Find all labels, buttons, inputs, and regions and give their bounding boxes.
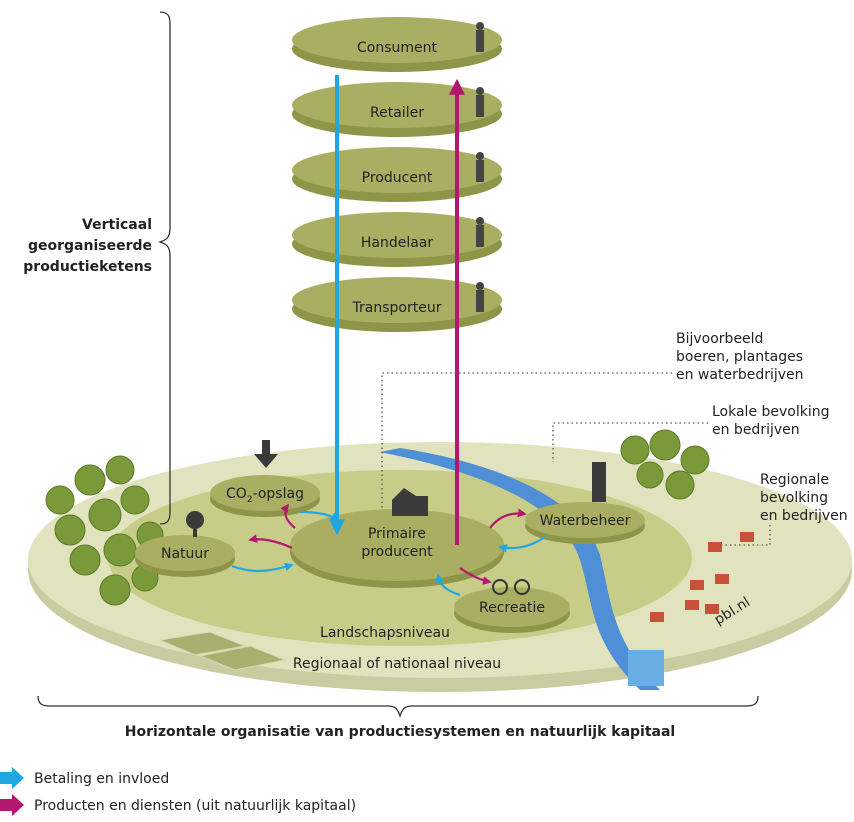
- vertical-label: Verticaal georganiseerde productieketens: [23, 217, 152, 275]
- person-icon: [476, 225, 484, 247]
- legend-arrow: [0, 794, 24, 816]
- river-drop: [628, 650, 664, 686]
- level-label: Transporteur: [352, 300, 442, 316]
- line: productieketens: [23, 259, 152, 275]
- line: en bedrijven: [712, 422, 800, 438]
- line: Lokale bevolking: [712, 404, 830, 420]
- node-label: Waterbeheer: [540, 513, 631, 529]
- level-label: Consument: [357, 40, 438, 56]
- person-icon: [476, 87, 484, 95]
- node-label: Recreatie: [479, 600, 545, 616]
- node-label: Natuur: [161, 546, 209, 562]
- legend-arrow: [0, 767, 24, 789]
- annotation: Lokale bevolking en bedrijven: [712, 404, 830, 438]
- person-icon: [476, 22, 484, 30]
- person-icon: [476, 282, 484, 290]
- page: Consument Retailer Producent Handelaar Trans…: [0, 0, 854, 822]
- level-label: Producent: [362, 170, 433, 186]
- level-label: Handelaar: [361, 235, 434, 251]
- annotation: Regionale bevolking en bedrijven: [760, 472, 848, 524]
- label-line: Primaire: [368, 526, 426, 542]
- line: georganiseerde: [28, 238, 152, 254]
- person-icon: [476, 290, 484, 312]
- level-label: Landschapsniveau: [320, 625, 450, 641]
- line: en bedrijven: [760, 508, 848, 524]
- region-label: Regionaal of nationaal niveau: [293, 656, 501, 672]
- label-part: -opslag: [253, 486, 304, 502]
- line: Regionale: [760, 472, 829, 488]
- line: Verticaal: [82, 217, 152, 233]
- person-icon: [476, 160, 484, 182]
- line: bevolking: [760, 490, 828, 506]
- person-icon: [476, 217, 484, 225]
- horizontal-label: Horizontale organisatie van productiesys…: [125, 724, 675, 740]
- label-line: producent: [361, 544, 433, 560]
- line: boeren, plantages: [676, 349, 803, 365]
- line: Bijvoorbeeld: [676, 331, 763, 347]
- line: en waterbedrijven: [676, 367, 804, 383]
- vertical-brace: [160, 12, 170, 524]
- diagram: Consument Retailer Producent Handelaar Trans…: [0, 0, 854, 822]
- person-icon: [476, 95, 484, 117]
- legend-label: Producten en diensten (uit natuurlijk ka…: [34, 798, 356, 814]
- label-part: CO: [226, 486, 247, 502]
- horizontal-brace: [38, 696, 758, 716]
- person-icon: [476, 152, 484, 160]
- legend-label: Betaling en invloed: [34, 771, 169, 787]
- person-icon: [476, 30, 484, 52]
- level-label: Retailer: [370, 105, 424, 121]
- legend: Betaling en invloed Producten en diensten…: [0, 767, 356, 816]
- annotation: Bijvoorbeeld boeren, plantages en waterbed…: [676, 331, 804, 383]
